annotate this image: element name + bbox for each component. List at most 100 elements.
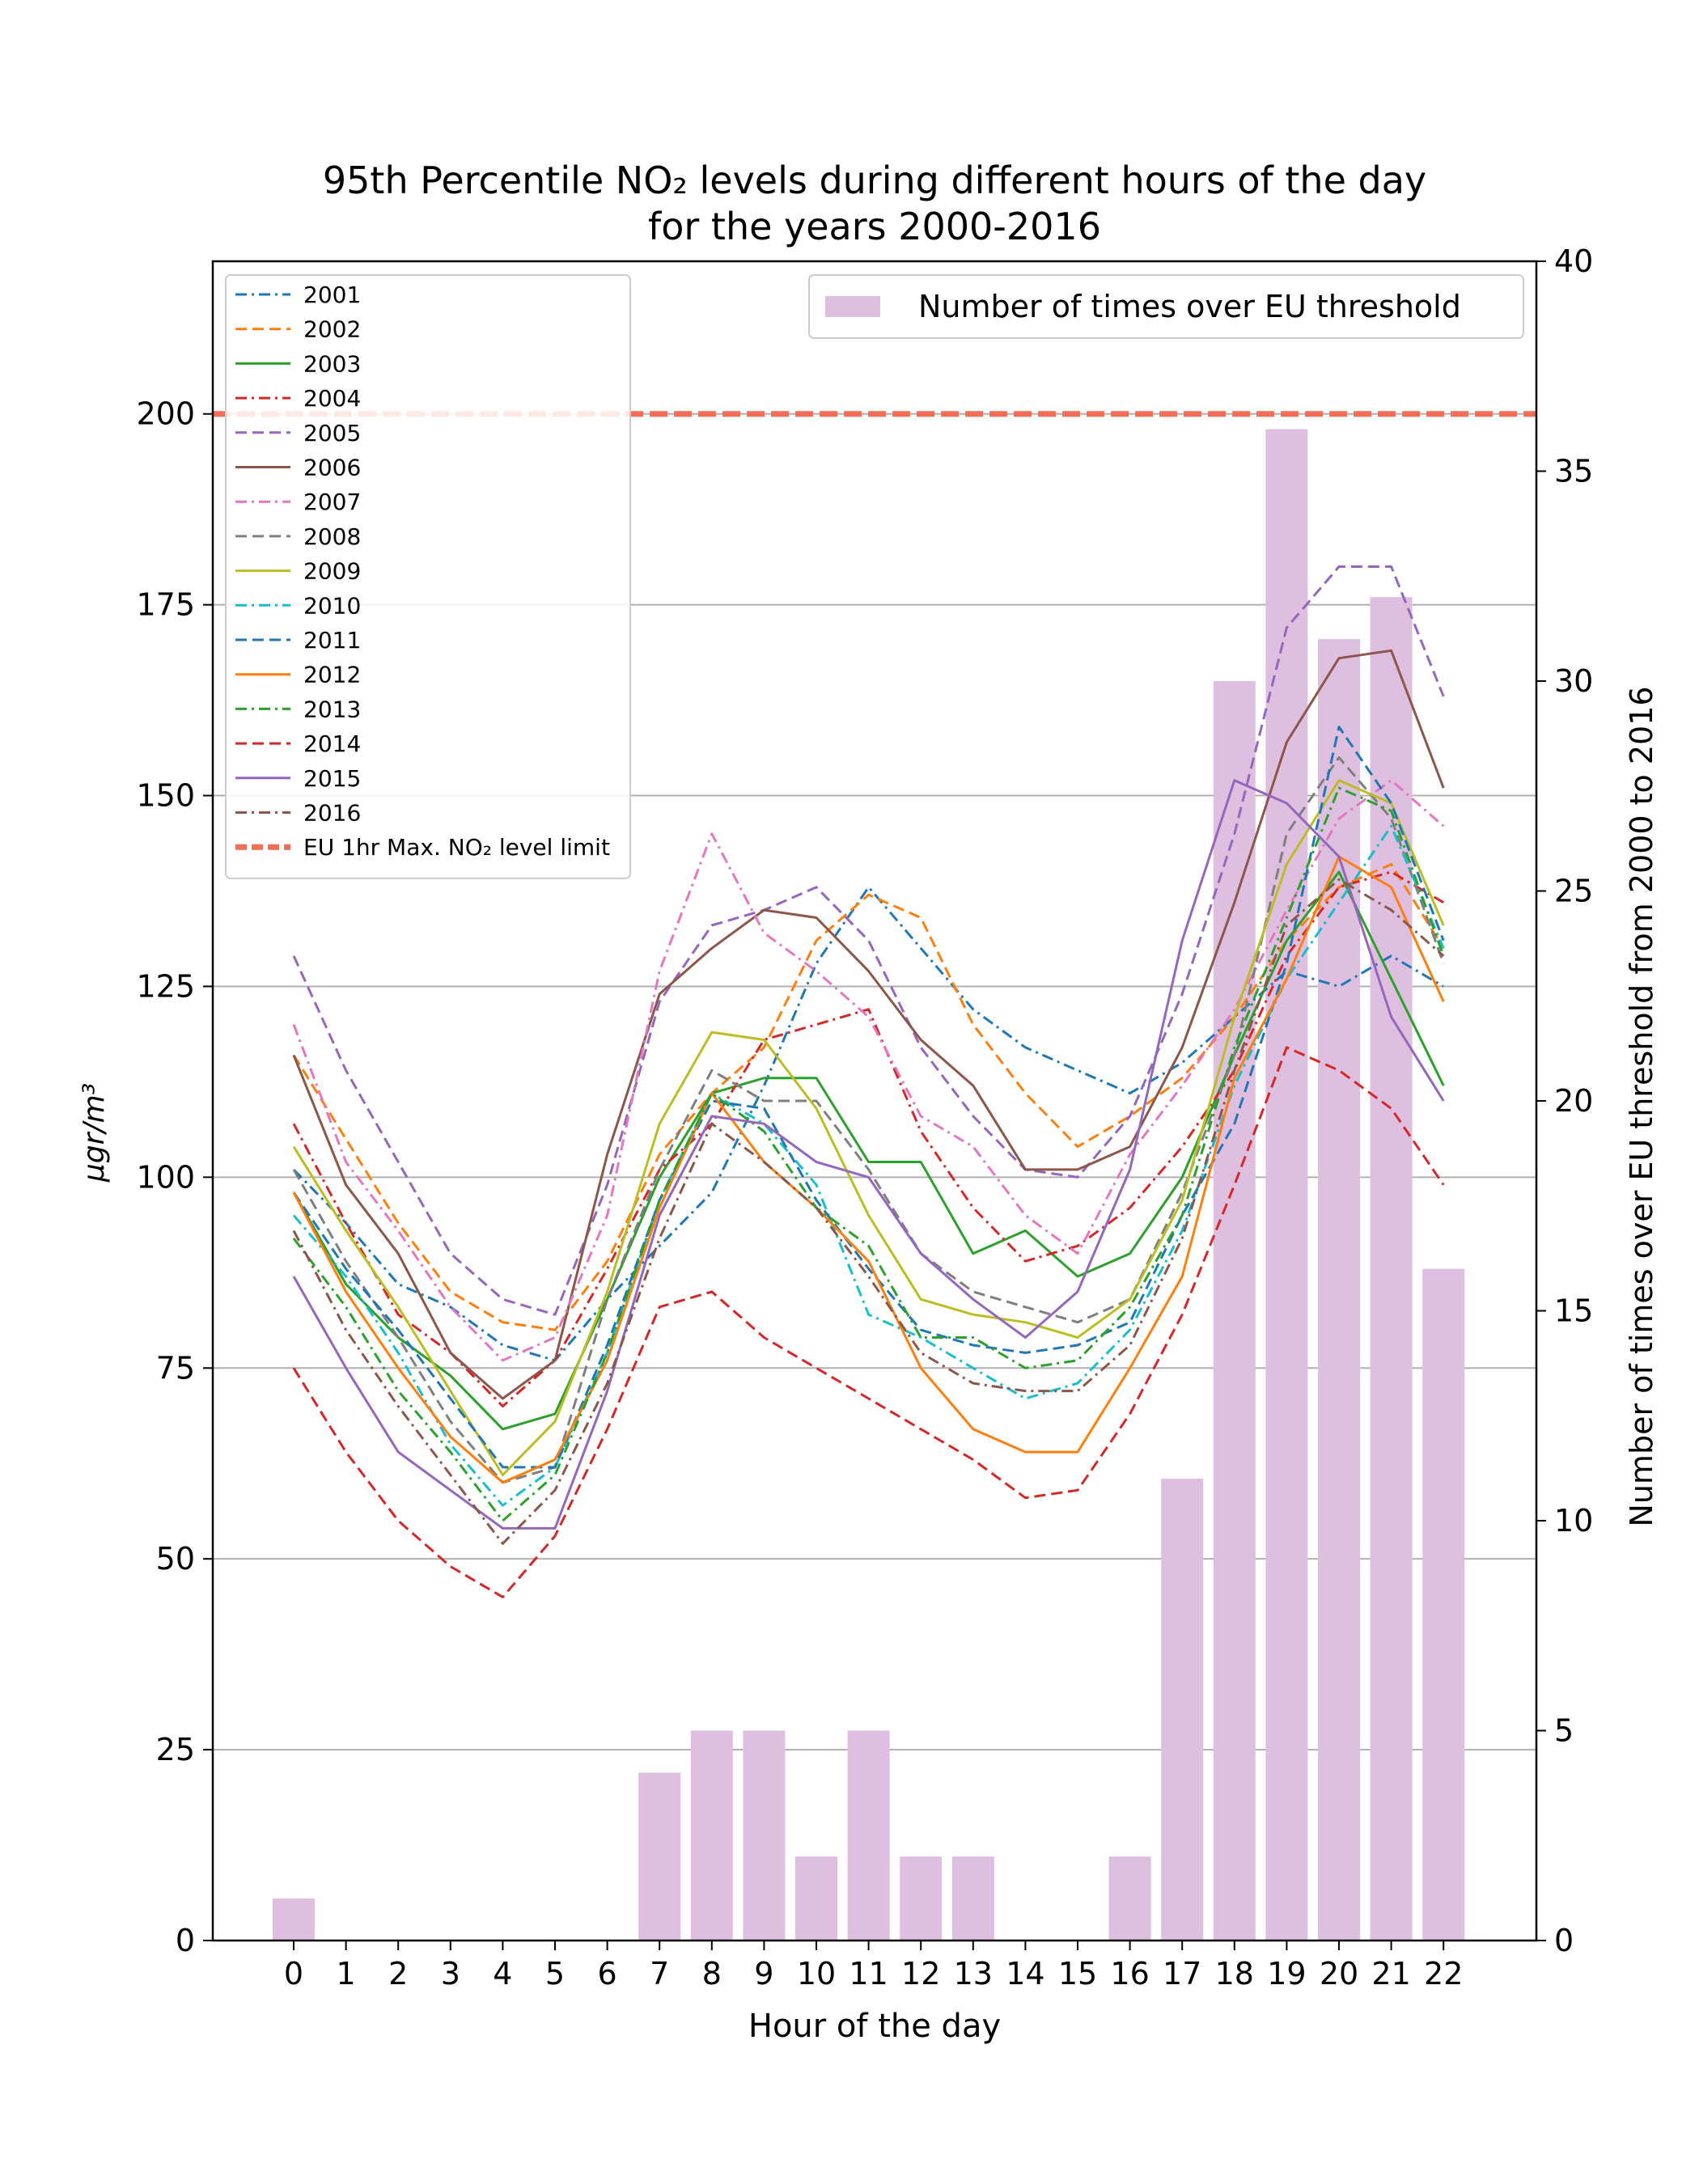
legend-label-2016: 2016 xyxy=(303,800,361,827)
bar-hour-9 xyxy=(743,1730,786,1941)
y-tick-label: 50 xyxy=(156,1541,195,1577)
legend-bars-swatch xyxy=(825,296,880,317)
x-tick-label: 13 xyxy=(954,1956,993,1991)
series-line-2010 xyxy=(292,824,1445,1507)
y-tick-label: 150 xyxy=(136,778,195,814)
legend-label-2005: 2005 xyxy=(303,420,361,447)
x-tick-label: 2 xyxy=(388,1956,408,1991)
x-tick-label: 19 xyxy=(1267,1956,1306,1991)
legend-label-threshold: EU 1hr Max. NO₂ level limit xyxy=(303,834,610,861)
y-axis-ticks: 0 25 50 75 100 125 150 175 200 xyxy=(136,396,213,1958)
series-line-2012 xyxy=(292,855,1445,1484)
x-tick-label: 20 xyxy=(1320,1956,1358,1991)
legend-bars-frame xyxy=(808,274,1524,339)
x-tick-label: 22 xyxy=(1424,1956,1463,1991)
x-tick-label: 9 xyxy=(754,1956,773,1991)
y2-tick-label: 20 xyxy=(1554,1083,1593,1119)
x-axis-ticks: 0 1 2 3 4 5 6 7 8 9 10 11 12 13 14 15 16 17 18 19 20 21 22 xyxy=(284,1941,1463,1991)
legend-bars-label: Number of times over EU threshold xyxy=(918,289,1461,324)
legend-label-2008: 2008 xyxy=(303,523,361,550)
x-tick-label: 4 xyxy=(493,1956,512,1991)
x-tick-label: 11 xyxy=(849,1956,888,1991)
chart-subtitle: for the years 2000-2016 xyxy=(648,205,1101,248)
legend-label-2011: 2011 xyxy=(303,627,361,654)
y2-axis-ticks: 0 5 10 15 20 25 30 35 40 xyxy=(1536,243,1593,1958)
y-axis-label: µgr/m³ xyxy=(78,1083,111,1183)
y2-tick-label: 15 xyxy=(1554,1293,1593,1329)
legend-label-2014: 2014 xyxy=(303,730,361,757)
y2-tick-label: 35 xyxy=(1554,454,1593,489)
x-tick-label: 12 xyxy=(901,1956,940,1991)
legend-bars: Number of times over EU threshold xyxy=(808,274,1524,339)
series-line-2004 xyxy=(292,870,1444,1407)
series-line-2006 xyxy=(292,649,1445,1400)
y2-tick-label: 0 xyxy=(1554,1923,1574,1958)
y-tick-label: 200 xyxy=(136,396,195,432)
bar-hour-0 xyxy=(273,1898,315,1941)
x-tick-label: 14 xyxy=(1006,1956,1044,1991)
y2-tick-label: 10 xyxy=(1554,1503,1593,1539)
y2-tick-label: 25 xyxy=(1554,874,1593,909)
legend-label-2001: 2001 xyxy=(303,281,361,308)
series-line-2008 xyxy=(292,756,1445,1484)
series-line-2003 xyxy=(292,870,1445,1431)
y2-tick-label: 30 xyxy=(1554,663,1593,699)
x-tick-label: 0 xyxy=(284,1956,303,1991)
bar-hour-7 xyxy=(638,1772,681,1941)
y2-tick-label: 5 xyxy=(1554,1713,1574,1749)
bar-hour-11 xyxy=(847,1730,890,1941)
legend-label-2004: 2004 xyxy=(303,385,361,412)
y-tick-label: 25 xyxy=(156,1732,195,1767)
y-tick-label: 0 xyxy=(176,1923,195,1958)
series-line-2014 xyxy=(292,1046,1445,1598)
legend-label-2003: 2003 xyxy=(303,350,361,377)
y2-axis-label: Number of times over EU threshold from 2… xyxy=(1624,686,1659,1526)
x-tick-label: 7 xyxy=(650,1956,669,1991)
x-tick-label: 6 xyxy=(598,1956,617,1991)
series-line-2016 xyxy=(292,878,1445,1545)
series-line-2002 xyxy=(292,863,1445,1331)
chart-title: 95th Percentile NO₂ levels during differ… xyxy=(323,159,1426,202)
bar-hour-12 xyxy=(900,1856,943,1941)
legend-label-2015: 2015 xyxy=(303,765,361,792)
series-line-2013 xyxy=(292,786,1445,1522)
y-tick-label: 175 xyxy=(136,587,195,623)
x-tick-label: 21 xyxy=(1371,1956,1410,1991)
bar-hour-20 xyxy=(1318,639,1360,1941)
y-tick-label: 75 xyxy=(156,1350,195,1386)
bar-hour-13 xyxy=(951,1856,994,1941)
bar-hour-16 xyxy=(1108,1856,1151,1941)
line-series xyxy=(292,565,1445,1598)
x-tick-label: 15 xyxy=(1058,1956,1097,1991)
legend-lines-frame xyxy=(225,274,631,879)
x-axis-label: Hour of the day xyxy=(748,2008,1001,2045)
y2-tick-label: 40 xyxy=(1554,243,1593,279)
y-tick-label: 125 xyxy=(136,968,195,1004)
x-tick-label: 17 xyxy=(1163,1956,1201,1991)
bar-hour-18 xyxy=(1213,681,1256,1941)
series-line-2011 xyxy=(292,726,1445,1469)
legend-lines: 2001 2002 2003 2004 2005 2006 2007 2008 2009 2010… xyxy=(225,274,631,879)
bar-hour-17 xyxy=(1161,1479,1204,1941)
series-line-2009 xyxy=(292,779,1445,1476)
legend-label-2012: 2012 xyxy=(303,662,361,688)
legend-label-2010: 2010 xyxy=(303,592,361,619)
series-line-2005 xyxy=(292,565,1445,1316)
x-tick-label: 18 xyxy=(1215,1956,1254,1991)
legend-label-2007: 2007 xyxy=(303,489,361,515)
bar-hour-22 xyxy=(1422,1268,1465,1941)
x-tick-label: 3 xyxy=(441,1956,460,1991)
legend-label-2009: 2009 xyxy=(303,558,361,585)
series-line-2015 xyxy=(292,779,1445,1530)
legend-label-2002: 2002 xyxy=(303,316,361,343)
legend-label-2006: 2006 xyxy=(303,455,361,481)
bar-hour-21 xyxy=(1370,597,1413,1941)
legend-label-2013: 2013 xyxy=(303,696,361,722)
x-tick-label: 1 xyxy=(337,1956,356,1991)
x-tick-label: 10 xyxy=(797,1956,836,1991)
bar-hour-8 xyxy=(690,1730,733,1941)
bar-hour-10 xyxy=(795,1856,837,1941)
x-tick-label: 5 xyxy=(545,1956,565,1991)
bar-hour-19 xyxy=(1265,429,1308,1941)
